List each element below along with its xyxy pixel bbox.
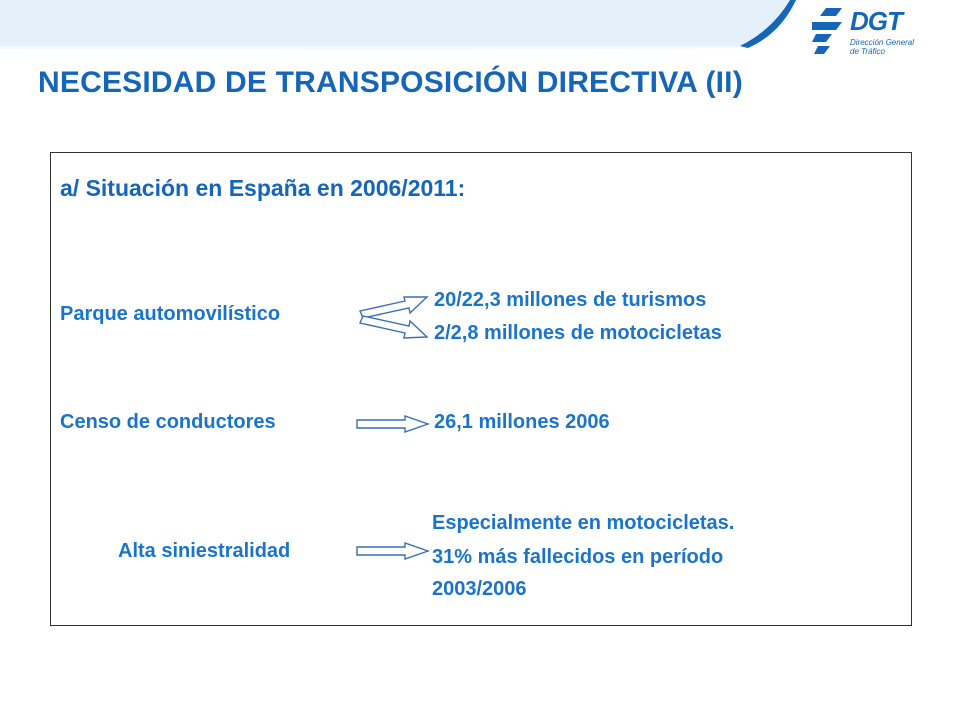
- dgt-emblem-icon: [812, 8, 842, 54]
- row-value-siniestralidad-line2: 31% más fallecidos en período: [432, 546, 724, 568]
- header-banner: [0, 0, 800, 50]
- logo-brand: DGT: [850, 6, 903, 36]
- row-value-siniestralidad-line3: 2003/2006: [432, 578, 527, 600]
- section-heading: a/ Situación en España en 2006/2011:: [60, 175, 466, 201]
- content-box: [50, 152, 912, 626]
- row-label-censo: Censo de conductores: [60, 411, 276, 433]
- row-value-motocicletas: 2/2,8 millones de motocicletas: [434, 322, 722, 344]
- dgt-logo: DGT Dirección General de Tráfico: [812, 6, 952, 60]
- row-label-siniestralidad: Alta siniestralidad: [118, 540, 291, 562]
- logo-subtitle-line2: de Tráfico: [850, 47, 885, 56]
- row-label-parque: Parque automovilístico: [60, 303, 281, 325]
- logo-subtitle-line1: Dirección General: [850, 38, 915, 47]
- row-value-turismos: 20/22,3 millones de turismos: [434, 289, 707, 311]
- row-value-siniestralidad-line1: Especialmente en motocicletas.: [432, 512, 735, 534]
- row-value-censo: 26,1 millones 2006: [434, 411, 610, 433]
- page-title: NECESIDAD DE TRANSPOSICIÓN DIRECTIVA (II…: [38, 66, 743, 99]
